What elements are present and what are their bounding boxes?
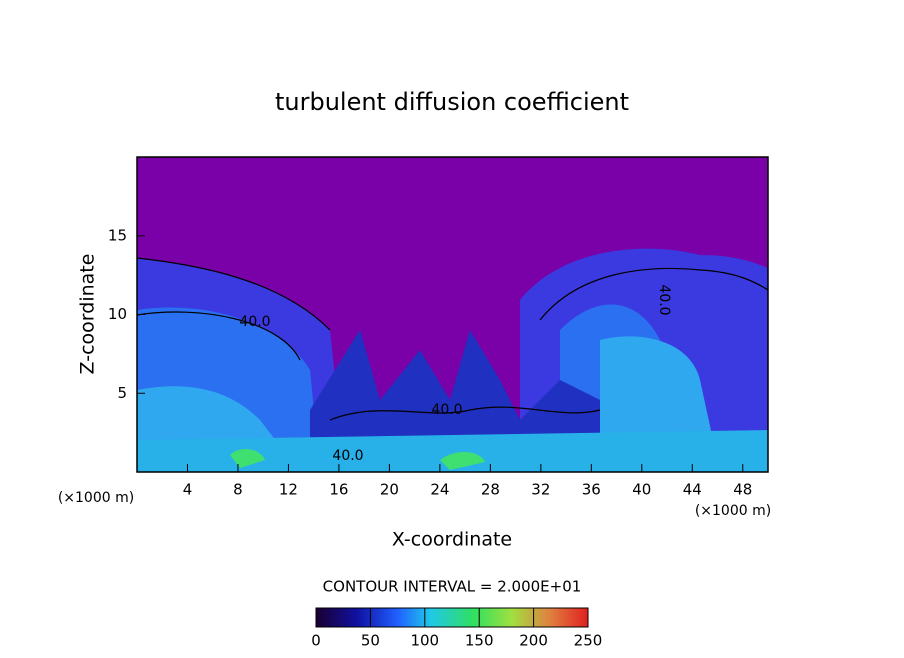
contour-label: 40.0: [332, 448, 363, 464]
colorbar-tick-label: 150: [465, 632, 494, 650]
y-tick-label: 10: [108, 305, 127, 323]
x-tick-label: 32: [531, 481, 550, 499]
colorbar-tick-label: 100: [410, 632, 439, 650]
x-tick-label: 40: [632, 481, 651, 499]
colorbar-tick-label: 0: [311, 632, 321, 650]
x-tick-label: 16: [329, 481, 348, 499]
y-axis-label: Z-coordinate: [77, 254, 99, 375]
x-tick-label: 44: [683, 481, 702, 499]
contour-label: 40.0: [656, 284, 672, 315]
x-tick-label: 24: [430, 481, 449, 499]
field: [137, 157, 768, 472]
contour-interval: CONTOUR INTERVAL = 2.000E+01: [323, 578, 582, 596]
x-axis-label: X-coordinate: [392, 529, 512, 551]
colorbar-tick-label: 200: [519, 632, 548, 650]
x-tick-label: 12: [279, 481, 298, 499]
x-tick-label: 8: [233, 481, 243, 499]
x-unit-label: (×1000 m): [695, 503, 771, 519]
x-unit-label: (×1000 m): [58, 490, 134, 506]
contour-label: 40.0: [431, 402, 462, 418]
x-tick-label: 4: [183, 481, 193, 499]
colorbar-tick-label: 50: [361, 632, 380, 650]
x-tick-label: 48: [733, 481, 752, 499]
x-tick-label: 28: [481, 481, 500, 499]
x-tick-label: 20: [380, 481, 399, 499]
y-tick-label: 5: [117, 384, 127, 402]
contour-label: 40.0: [239, 314, 270, 330]
colorbar: [315, 607, 589, 628]
chart-title: turbulent diffusion coefficient: [275, 88, 629, 116]
x-tick-label: 36: [582, 481, 601, 499]
colorbar-tick-label: 250: [574, 632, 603, 650]
y-tick-label: 15: [108, 226, 127, 244]
